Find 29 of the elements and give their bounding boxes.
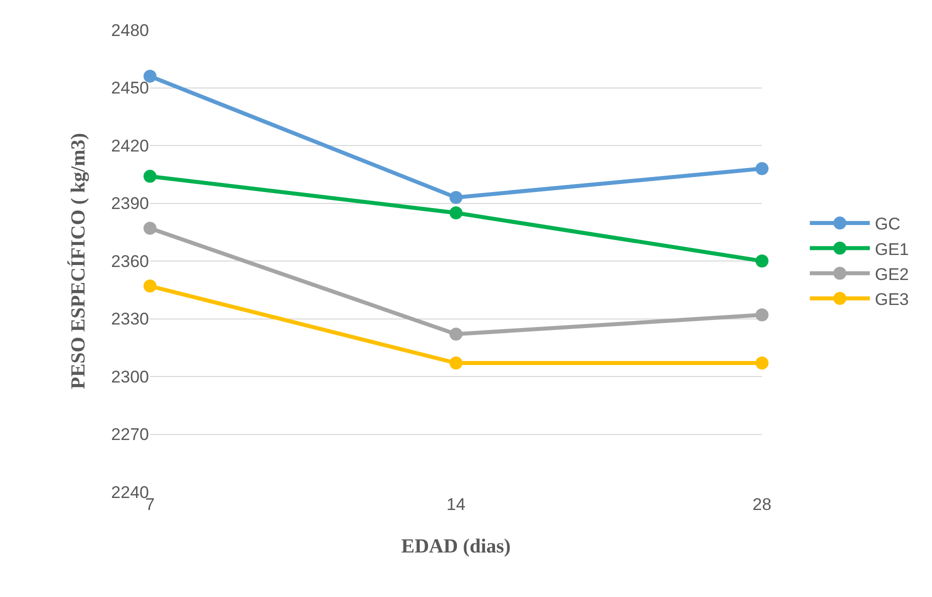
point: [756, 356, 768, 370]
point: [450, 328, 462, 341]
legend-label: GE2: [874, 264, 909, 284]
point: [144, 70, 156, 83]
x-axis-title: EDAD (dias): [401, 536, 511, 558]
point: [756, 162, 768, 176]
y-tick-label: 2240: [111, 482, 149, 502]
y-tick-label: 2270: [111, 425, 149, 444]
point: [144, 222, 156, 235]
point: [756, 308, 768, 322]
y-tick-label: 2480: [111, 20, 149, 40]
y-tick-label: 2300: [111, 367, 149, 386]
y-tick-label: 2420: [111, 136, 149, 156]
x-tick-label: 28: [752, 495, 772, 514]
point: [450, 356, 462, 370]
legend-label: GE1: [874, 240, 909, 259]
point: [450, 190, 462, 204]
y-tick-label: 2360: [111, 252, 149, 271]
point: [756, 254, 768, 268]
point: [144, 170, 156, 183]
point: [450, 206, 462, 220]
legend-label: GC: [874, 214, 900, 234]
point: [144, 280, 156, 293]
y-tick-label: 2450: [111, 78, 149, 98]
y-tick-label: 2330: [111, 310, 149, 329]
y-axis-title: PESO ESPECÍFICO ( kg/m3): [66, 132, 90, 390]
legend-label: GE3: [874, 290, 909, 309]
y-tick-label: 2390: [111, 194, 149, 214]
x-tick-label: 14: [446, 495, 466, 514]
